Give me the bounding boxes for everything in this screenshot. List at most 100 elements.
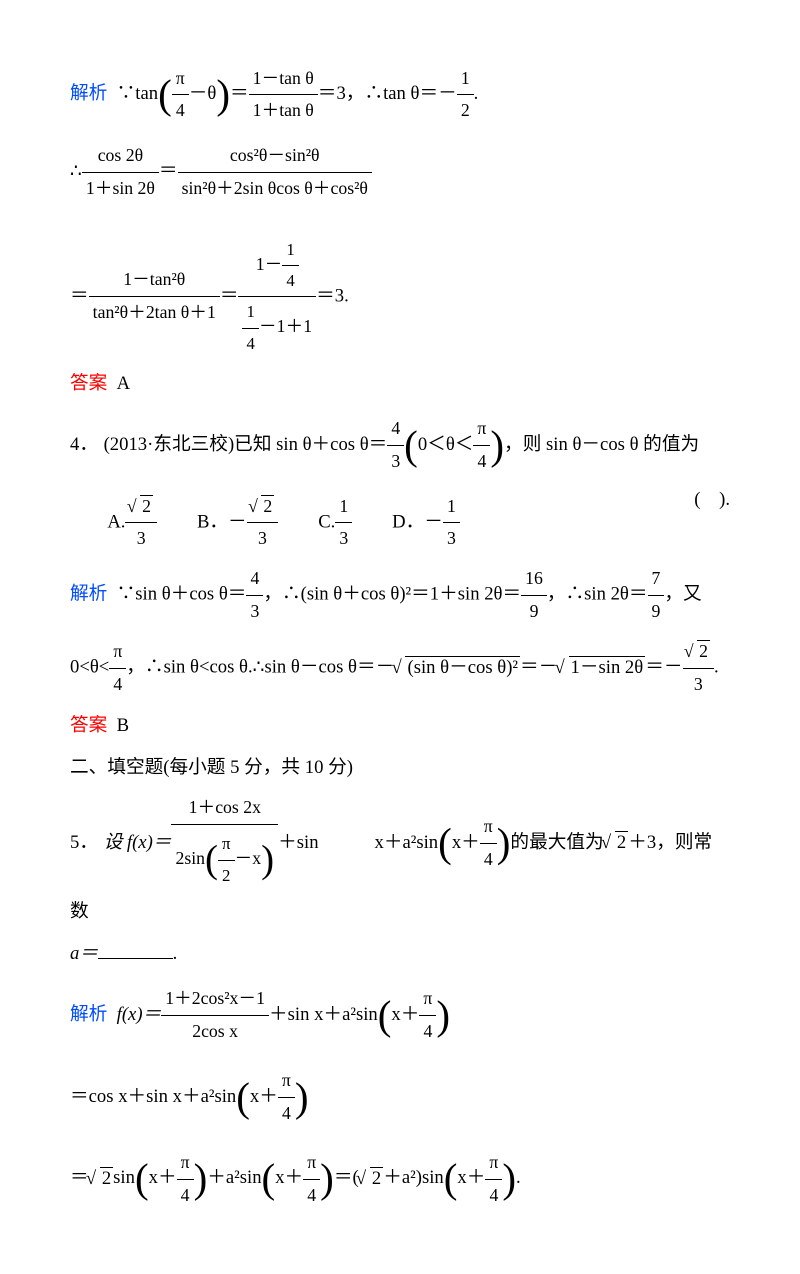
t: 1－ <box>256 254 283 274</box>
t: x＋ <box>452 832 480 853</box>
d: 9 <box>521 596 547 628</box>
q4-sol-line1: 解析 ∵sin θ＋cos θ＝43，∴(sin θ＋cos θ)²＝1＋sin… <box>70 563 730 628</box>
t: ∵sin θ＋cos θ＝ <box>117 584 247 605</box>
d: 9 <box>648 596 665 628</box>
t: ＝－ <box>645 657 682 678</box>
t: x＋ <box>250 1086 278 1107</box>
q4-stem: 4．(2013·东北三校)已知 sin θ＋cos θ＝43(0＜θ＜π4)，则… <box>70 409 730 483</box>
n: 4 <box>246 563 263 596</box>
frac: π4 <box>172 63 189 128</box>
frac: 79 <box>648 563 665 628</box>
q5-sol-line3: ＝2sin(x＋π4)＋a²sin(x＋π4)＝(2＋a²)sin(x＋π4). <box>70 1142 730 1216</box>
q4-sol-line2: 0<θ<π4，∴sin θ<cos θ.∴sin θ－cos θ＝－(sin θ… <box>70 636 730 701</box>
frac-nested: 1－1414－1＋1 <box>238 235 316 359</box>
r: 1－sin 2θ <box>569 656 646 678</box>
d: 4 <box>278 1098 295 1130</box>
sqrt-icon: 2 <box>604 826 629 860</box>
r: 2 <box>370 1167 383 1189</box>
n: π <box>485 1147 502 1180</box>
frac: 12 <box>457 63 474 128</box>
t: . <box>173 943 178 964</box>
t: 0＜θ＜ <box>418 434 474 455</box>
t: A. <box>107 511 125 532</box>
n: π <box>218 829 235 860</box>
t: . <box>474 83 479 104</box>
t: . <box>714 657 719 678</box>
frac: 23 <box>125 491 156 556</box>
lparen: ( <box>236 1074 250 1120</box>
lparen: ( <box>262 1155 276 1201</box>
t: ，∴sin 2θ＝ <box>547 584 648 605</box>
frac: π4 <box>473 413 490 478</box>
n: π <box>480 811 497 844</box>
d: tan²θ＋2tan θ＋1 <box>89 297 220 329</box>
t: ＋sin x＋a²sin <box>278 832 438 853</box>
n: 1－tan θ <box>249 63 318 96</box>
q4-choices: A.23 B．－23 C.13 D．－13 <box>107 491 694 556</box>
t: x＋ <box>457 1168 485 1189</box>
d: 2sin(π2－x) <box>171 825 278 895</box>
d: 4 <box>473 446 490 478</box>
n: 1 <box>242 297 258 328</box>
frac: 13 <box>335 491 352 556</box>
rparen: ) <box>490 422 504 468</box>
frac-big: 1＋cos 2x2sin(π2－x) <box>171 792 278 895</box>
d: 4 <box>242 329 258 359</box>
t: ，则 sin θ－cos θ 的值为 <box>504 434 699 455</box>
q3-sol-line2: ∴cos 2θ1＋sin 2θ＝cos²θ－sin²θsin²θ＋2sin θc… <box>70 140 730 205</box>
fill-blank[interactable] <box>98 939 173 959</box>
t: ＋a²)sin <box>383 1168 444 1189</box>
t: C. <box>318 511 335 532</box>
sqrt-icon: 2 <box>129 491 152 523</box>
t: x＋ <box>149 1168 177 1189</box>
lparen: ( <box>135 1155 149 1201</box>
n: 2 <box>247 491 278 524</box>
r: 2 <box>615 831 628 853</box>
rparen: ) <box>216 71 230 117</box>
d: 1＋sin 2θ <box>82 173 159 205</box>
t: ＝ <box>159 161 178 182</box>
t: 已知 sin θ＋cos θ＝ <box>234 434 387 455</box>
daan-label: 答案 <box>70 373 107 394</box>
t: x＋ <box>391 1004 419 1025</box>
n: 1 <box>335 491 352 524</box>
d: 4 <box>303 1180 320 1212</box>
sqrt-icon: 2 <box>251 491 274 523</box>
r: 2 <box>261 495 274 516</box>
frac: π4 <box>419 983 436 1048</box>
t: ∵tan <box>117 83 158 104</box>
answer-text: B <box>117 715 129 736</box>
n: cos²θ－sin²θ <box>178 140 372 173</box>
t: －1＋1 <box>259 316 312 336</box>
frac: π4 <box>177 1147 194 1212</box>
n: π <box>473 413 490 446</box>
frac: π4 <box>109 636 126 701</box>
frac: 13 <box>443 491 460 556</box>
t: 的最大值为 <box>510 832 603 853</box>
d: 2 <box>218 861 235 891</box>
frac: cos²θ－sin²θsin²θ＋2sin θcos θ＋cos²θ <box>178 140 372 205</box>
n: 1 <box>443 491 460 524</box>
frac: 1－tan θ1＋tan θ <box>249 63 318 128</box>
frac: 23 <box>683 636 714 701</box>
frac: π4 <box>480 811 497 876</box>
lparen: ( <box>158 71 172 117</box>
t: D．－ <box>392 511 443 532</box>
frac: π4 <box>303 1147 320 1212</box>
frac: 14 <box>242 297 258 359</box>
d: 1＋tan θ <box>249 95 318 127</box>
q4-answer: 答案 B <box>70 709 730 743</box>
lparen: ( <box>378 992 392 1038</box>
choice-c: C.13 <box>318 491 352 556</box>
r: 2 <box>100 1167 113 1189</box>
t: ∴ <box>70 161 82 182</box>
jiexi-label: 解析 <box>70 83 107 104</box>
section2-heading: 二、填空题(每小题 5 分，共 10 分) <box>70 751 730 785</box>
lparen: ( <box>404 422 418 468</box>
d: 4 <box>282 266 298 296</box>
t: sin <box>113 1168 135 1189</box>
source: (2013·东北三校) <box>104 434 235 455</box>
d: 2cos x <box>161 1016 269 1048</box>
n: cos 2θ <box>82 140 159 173</box>
n: π <box>177 1147 194 1180</box>
